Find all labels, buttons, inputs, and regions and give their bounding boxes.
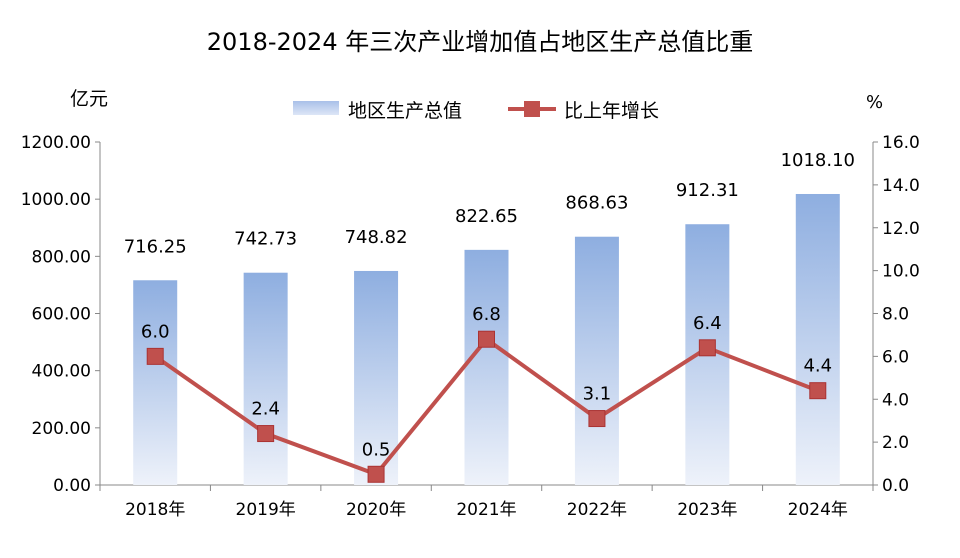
bar — [354, 270, 399, 485]
y-tick-label: 1200.00 — [21, 133, 91, 153]
y2-tick-label: 2.0 — [882, 433, 909, 453]
bar-value-label: 822.65 — [455, 206, 518, 227]
bar-value-label: 742.73 — [234, 229, 297, 250]
y2-tick-label: 0.0 — [882, 476, 909, 496]
line-marker — [478, 330, 495, 348]
y-tick-label: 400.00 — [32, 362, 91, 382]
line-marker — [698, 339, 716, 357]
bar-value-label: 716.25 — [124, 236, 187, 257]
bar-value-label: 748.82 — [345, 227, 408, 248]
line-marker — [257, 425, 275, 443]
line-marker — [146, 347, 164, 365]
y2-tick-label: 12.0 — [882, 219, 920, 239]
x-tick-label: 2020年 — [346, 500, 406, 520]
line-value-label: 4.4 — [803, 356, 832, 377]
y2-tick-label: 10.0 — [882, 262, 920, 282]
legend-line-marker — [524, 101, 540, 117]
y-tick-label: 1000.00 — [21, 190, 91, 210]
line-value-label: 0.5 — [362, 439, 391, 460]
y2-tick-label: 16.0 — [882, 133, 920, 153]
legend-bar-swatch — [293, 101, 339, 115]
x-tick-label: 2018年 — [125, 500, 185, 520]
line-value-label: 3.1 — [583, 384, 612, 405]
line-value-label: 6.8 — [472, 304, 501, 325]
bar-value-label: 912.31 — [676, 180, 739, 201]
line-value-label: 6.0 — [141, 321, 170, 342]
line-value-label: 2.4 — [251, 399, 280, 420]
x-tick-label: 2019年 — [236, 500, 296, 520]
bar-value-label: 1018.10 — [781, 150, 855, 171]
line-marker — [588, 410, 606, 428]
y2-axis-label: % — [866, 92, 883, 113]
bar — [243, 272, 288, 485]
line-marker — [809, 382, 827, 400]
x-tick-label: 2022年 — [567, 500, 627, 520]
y-tick-label: 0.00 — [53, 476, 91, 496]
legend-line-label: 比上年增长 — [564, 100, 659, 122]
bar — [464, 249, 509, 485]
bar — [574, 236, 619, 485]
line-marker — [367, 465, 385, 483]
legend-bar-label: 地区生产总值 — [348, 100, 462, 122]
bar-value-label: 868.63 — [565, 193, 628, 214]
y2-tick-label: 14.0 — [882, 176, 920, 196]
x-tick-label: 2024年 — [788, 500, 848, 520]
y-tick-label: 800.00 — [32, 247, 91, 267]
y2-tick-label: 6.0 — [882, 347, 909, 367]
chart-title: 2018-2024 年三次产业增加值占地区生产总值比重 — [207, 28, 753, 56]
y2-tick-label: 8.0 — [882, 305, 909, 325]
y-tick-label: 200.00 — [32, 419, 91, 439]
bar — [795, 193, 840, 485]
y2-tick-label: 4.0 — [882, 390, 909, 410]
line-value-label: 6.4 — [693, 313, 722, 334]
x-tick-label: 2021年 — [456, 500, 516, 520]
y-axis-label: 亿元 — [70, 88, 108, 110]
x-tick-label: 2023年 — [677, 500, 737, 520]
y-tick-label: 600.00 — [32, 305, 91, 325]
bar — [133, 280, 178, 485]
